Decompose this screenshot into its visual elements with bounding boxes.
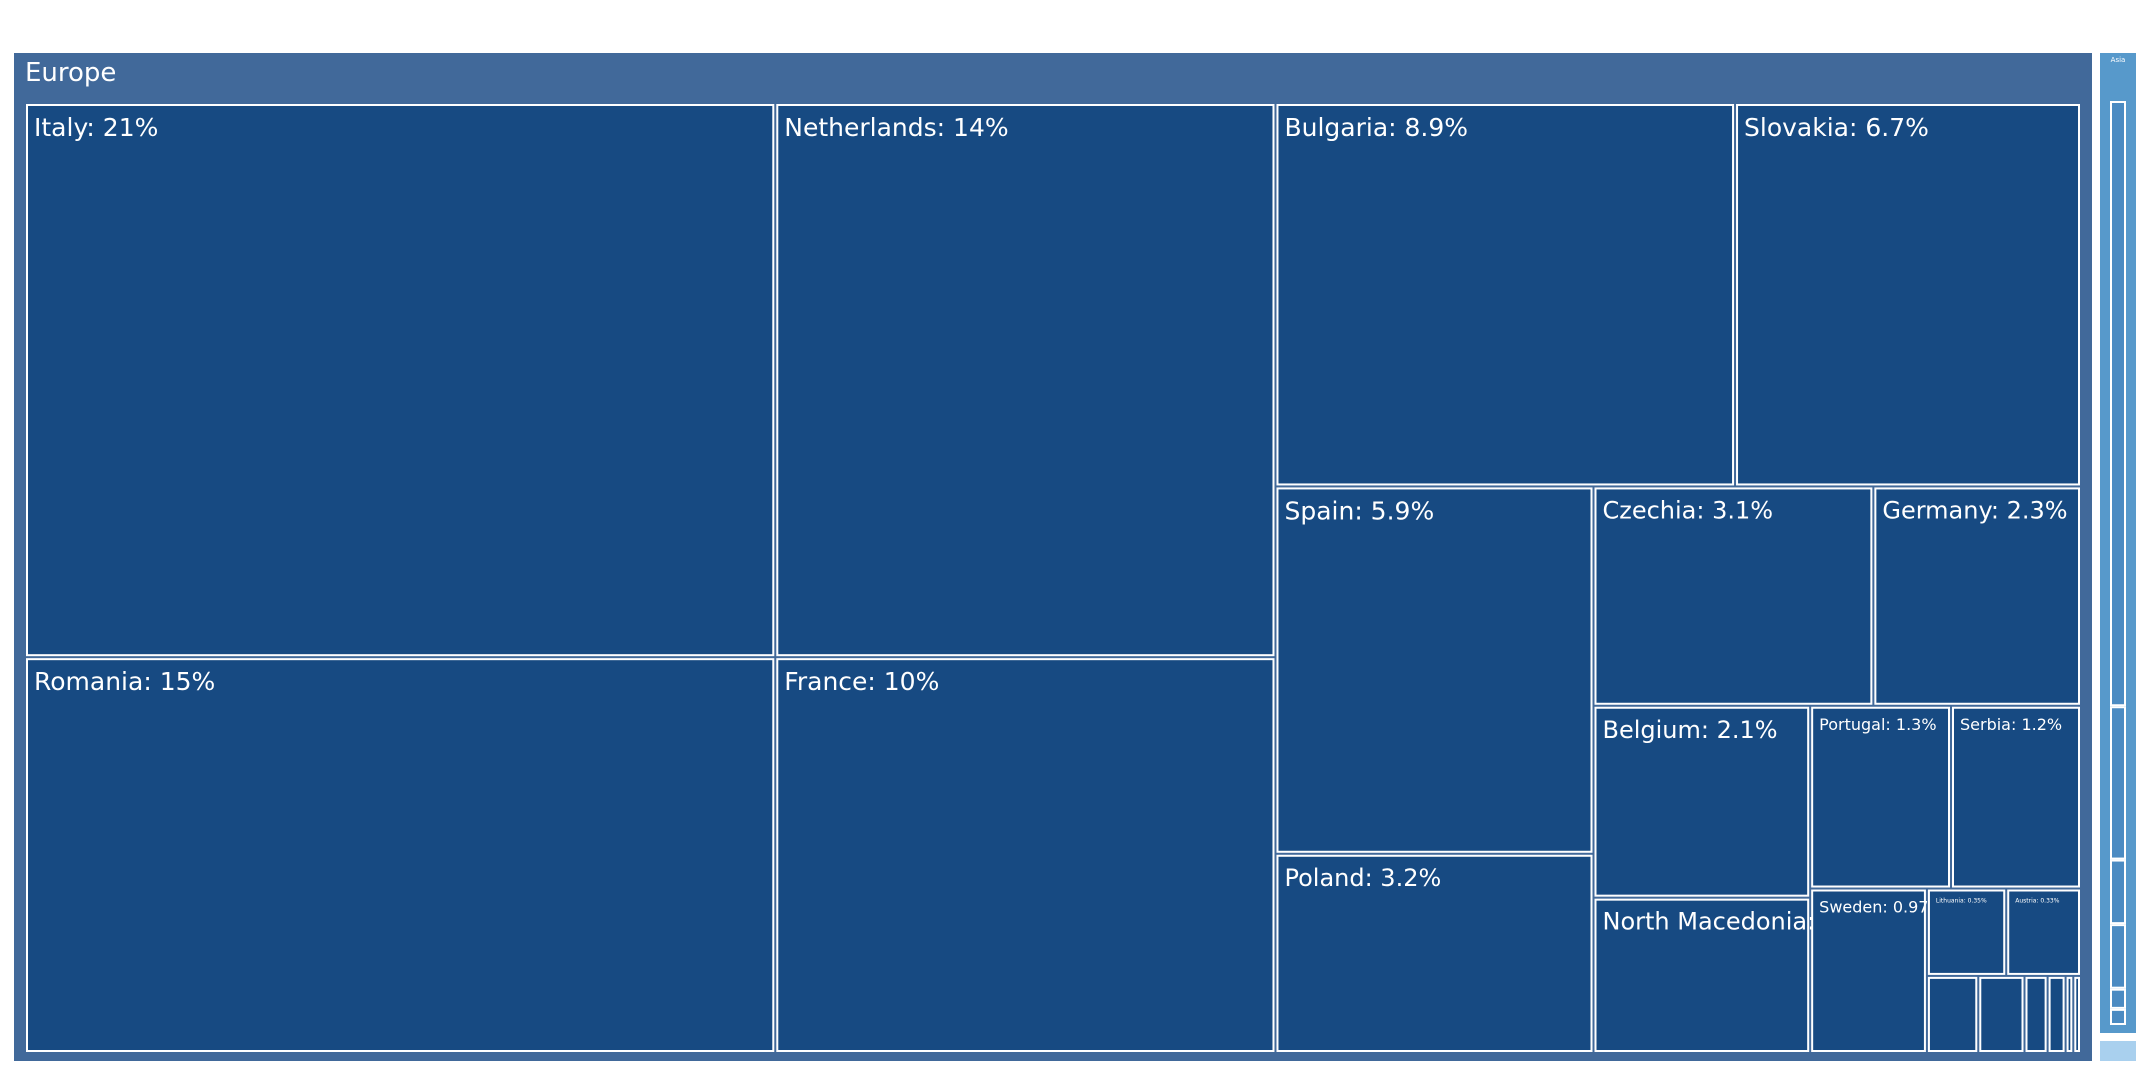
cell-lithuania bbox=[1927, 889, 2006, 975]
cell-label-italy: Italy: 21% bbox=[34, 113, 158, 142]
cell-label-serbia: Serbia: 1.2% bbox=[1960, 715, 2062, 734]
cell-portugal bbox=[1811, 706, 1950, 888]
group-unlabeled-2 bbox=[2100, 1041, 2136, 1061]
asia-cell-1 bbox=[2110, 706, 2126, 860]
cell-label-bulgaria: Bulgaria: 8.9% bbox=[1284, 113, 1468, 142]
cell-label-czechia: Czechia: 3.1% bbox=[1602, 496, 1773, 524]
cell-serbia bbox=[1951, 706, 2081, 888]
asia-cell-0 bbox=[2110, 101, 2126, 707]
cell-label-poland: Poland: 3.2% bbox=[1284, 864, 1441, 892]
cell-label-spain: Spain: 5.9% bbox=[1284, 496, 1434, 525]
cell-label-portugal: Portugal: 1.3% bbox=[1819, 715, 1936, 734]
cell-label-france: France: 10% bbox=[784, 667, 939, 696]
cell-label-romania: Romania: 15% bbox=[34, 667, 215, 696]
cell-label-austria: Austria: 0.33% bbox=[2015, 898, 2059, 905]
cell-unlabeled-21 bbox=[2066, 976, 2073, 1052]
cell-belgium bbox=[1594, 706, 1810, 897]
asia-cell-2 bbox=[2110, 859, 2126, 925]
cell-label-belgium: Belgium: 2.1% bbox=[1602, 716, 1777, 744]
cell-czechia bbox=[1594, 487, 1873, 705]
cell-label-lithuania: Lithuania: 0.35% bbox=[1936, 898, 1987, 905]
cell-romania bbox=[26, 658, 775, 1053]
cell-unlabeled-22 bbox=[2074, 976, 2080, 1052]
cell-label-germany: Germany: 2.3% bbox=[1882, 496, 2067, 524]
cell-slovakia bbox=[1736, 104, 2081, 486]
cell-label-netherlands: Netherlands: 14% bbox=[784, 113, 1008, 142]
cell-austria bbox=[2007, 889, 2080, 975]
cell-netherlands bbox=[776, 104, 1275, 657]
group-label-asia: Asia bbox=[2111, 56, 2126, 64]
cell-italy bbox=[26, 104, 775, 657]
cell-unlabeled-17 bbox=[1927, 976, 1978, 1052]
cell-label-sweden: Sweden: 0.97% bbox=[1819, 898, 1944, 917]
cell-poland bbox=[1276, 854, 1593, 1052]
cell-unlabeled-19 bbox=[2025, 976, 2047, 1052]
cell-spain bbox=[1276, 487, 1593, 853]
cell-sweden bbox=[1811, 889, 1926, 1053]
asia-cell-4 bbox=[2110, 988, 2126, 1009]
cell-north-macedonia bbox=[1594, 898, 1810, 1052]
cell-france bbox=[776, 658, 1275, 1053]
cell-bulgaria bbox=[1276, 104, 1735, 486]
cell-germany bbox=[1874, 487, 2081, 705]
cell-unlabeled-18 bbox=[1979, 976, 2024, 1052]
cell-label-slovakia: Slovakia: 6.7% bbox=[1744, 113, 1929, 142]
asia-cell-5 bbox=[2110, 1008, 2126, 1026]
asia-cell-3 bbox=[2110, 924, 2126, 989]
cell-unlabeled-20 bbox=[2048, 976, 2065, 1052]
group-label-europe: Europe bbox=[25, 58, 116, 88]
